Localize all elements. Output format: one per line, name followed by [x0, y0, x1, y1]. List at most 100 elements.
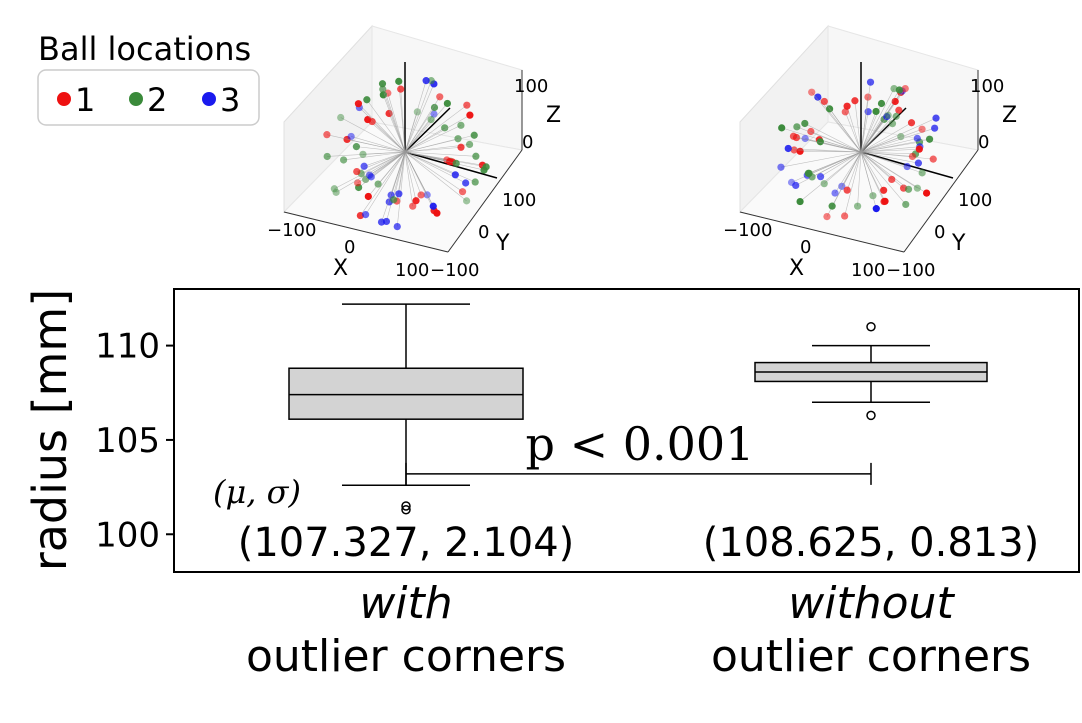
ray — [343, 151, 406, 161]
legend-label-3: 3 — [220, 81, 240, 119]
ball-point — [397, 85, 405, 93]
ball-point — [796, 147, 804, 155]
ray — [404, 151, 467, 202]
z-tick: 0 — [978, 132, 989, 153]
ball-point — [352, 143, 361, 151]
ball-point — [792, 181, 800, 189]
ball-point — [422, 77, 430, 85]
ball-point — [363, 96, 371, 104]
ray — [860, 123, 893, 153]
ball-point — [901, 85, 909, 93]
ball-point — [362, 211, 370, 219]
ball-point — [877, 99, 886, 108]
ball-point — [427, 77, 435, 85]
ray — [366, 99, 406, 153]
ball-point — [913, 184, 921, 192]
ball-point — [918, 169, 926, 177]
ball-point — [914, 159, 923, 167]
ray — [360, 151, 406, 216]
ball-point — [883, 113, 891, 121]
box-0 — [288, 303, 524, 515]
legend: Ball locations 1 2 3 — [37, 30, 260, 126]
ray — [404, 134, 475, 153]
ball-point — [364, 192, 372, 201]
ray — [860, 151, 923, 174]
legend-title: Ball locations — [38, 30, 251, 68]
ray — [860, 151, 918, 189]
ball-point — [808, 88, 816, 96]
x-tick: −100 — [267, 220, 316, 241]
x-tick: 0 — [800, 237, 811, 258]
ball-point — [347, 132, 355, 141]
ray — [362, 151, 406, 155]
ball-point — [915, 145, 923, 153]
ball-point — [853, 202, 862, 210]
ball-point — [446, 157, 454, 166]
ball-point — [430, 110, 438, 118]
outlier-point — [401, 501, 411, 511]
significance-text: p < 0.001 — [526, 417, 755, 471]
ball-point — [441, 124, 449, 132]
ray — [382, 83, 406, 153]
ray — [860, 148, 920, 153]
ball-point — [393, 222, 401, 231]
y-tick: 100 — [502, 190, 536, 211]
ball-point — [929, 155, 937, 163]
ray — [335, 151, 406, 193]
ball-point — [864, 93, 872, 101]
ball-point — [796, 197, 804, 206]
ball-point — [443, 99, 451, 108]
ray — [860, 151, 884, 191]
legend-marker-1 — [57, 92, 71, 106]
category-line2-1: outlier corners — [711, 631, 1031, 682]
ray — [860, 88, 895, 153]
legend-marker-2 — [129, 92, 143, 106]
ray — [860, 151, 913, 157]
ray — [831, 151, 862, 207]
ball-point — [908, 152, 917, 161]
box-stats-1: (108.625, 0.813) — [703, 520, 1040, 566]
ball-point — [891, 97, 899, 106]
ball-point — [816, 173, 825, 181]
ball-point — [451, 171, 459, 179]
ray — [404, 114, 471, 153]
ray — [387, 93, 406, 153]
ball-point — [359, 150, 367, 158]
ray — [400, 89, 406, 153]
x-axis-label: X — [789, 256, 804, 281]
y-tick: −100 — [430, 260, 479, 281]
ball-point — [390, 196, 398, 204]
y-axis-ticks: 100 105 110 — [95, 327, 174, 555]
ball-point — [458, 188, 467, 196]
ray — [404, 151, 414, 207]
ball-point — [354, 100, 363, 108]
ray — [860, 151, 909, 190]
ray — [365, 151, 406, 215]
category-line1-0: with — [359, 578, 452, 629]
ray — [788, 148, 862, 153]
y-axis-line — [447, 149, 523, 253]
ball-point — [872, 107, 880, 116]
ball-point — [831, 189, 839, 197]
ray — [795, 151, 862, 186]
y-tick-label: 110 — [95, 327, 160, 367]
boxplot-chart: 100 105 110 radius [mm] (μ, σ) p < 0.001 (… — [23, 288, 1080, 682]
outlier-point — [401, 504, 411, 515]
x-axis-line — [739, 211, 905, 253]
ray — [404, 151, 417, 201]
significance-bracket — [405, 462, 872, 485]
ball-point — [888, 120, 897, 128]
ray — [404, 125, 462, 153]
ball-point — [841, 108, 849, 116]
ray — [404, 80, 427, 153]
y-tick: 0 — [934, 222, 945, 243]
ball-point — [330, 185, 338, 193]
ball-point — [367, 173, 375, 181]
ray — [381, 151, 406, 223]
ray — [820, 151, 862, 177]
box-stats-0: (107.327, 2.104) — [238, 520, 575, 566]
ray — [404, 119, 432, 153]
ball-point — [463, 101, 471, 109]
ray — [860, 117, 937, 153]
